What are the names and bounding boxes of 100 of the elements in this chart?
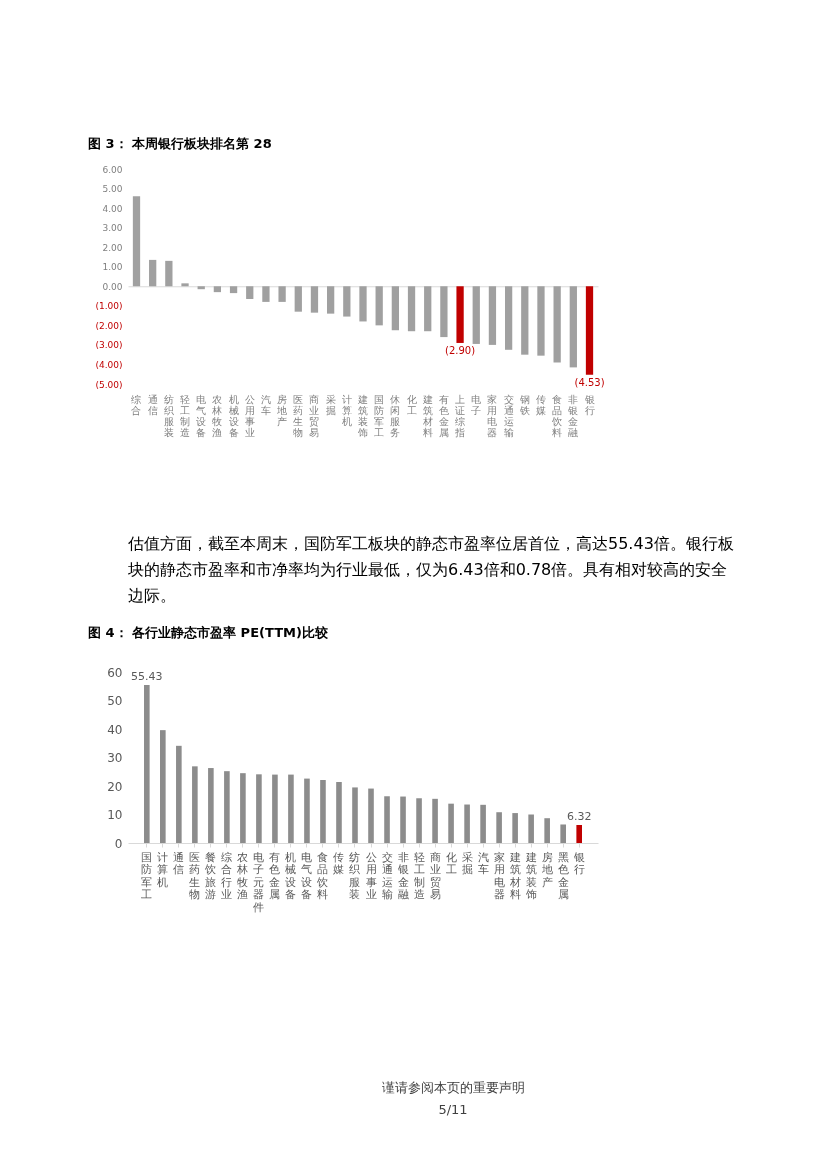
- bar: [416, 798, 422, 843]
- bar: [496, 812, 502, 843]
- bar: [521, 286, 529, 355]
- y-tick-label: 30: [107, 751, 123, 765]
- bar: [310, 286, 319, 313]
- chart-title: 图 4： 各行业静态市盈率 PE(TTM)比较: [88, 625, 329, 640]
- x-tick-label: 计算机: [157, 850, 169, 889]
- x-tick-label: 采掘: [325, 393, 336, 416]
- x-tick-label: 农林牧渔: [211, 393, 223, 438]
- y-tick-label: (2.00): [95, 320, 123, 331]
- x-tick-label: 房地产: [540, 850, 553, 889]
- bar: [544, 818, 550, 843]
- bar: [165, 260, 173, 287]
- y-tick-label: 0: [114, 836, 123, 851]
- x-tick-label: 家用电器: [487, 393, 498, 438]
- x-tick-label: 机械设备: [228, 393, 239, 438]
- x-tick-label: 计算机: [341, 393, 352, 427]
- bar: [448, 803, 454, 843]
- x-tick-label: 建筑材料: [421, 393, 433, 438]
- text: 估值方面，截至本周末，国防军工板块的静态市盈率位居首位，高达55.43倍。银行板块的静态市盈率和市净率均为行业最低，仅为6.43倍和0.78倍。具有相对较高的安全边际。: [127, 534, 734, 605]
- bar: [320, 780, 326, 843]
- y-tick-label: 2.00: [102, 242, 123, 253]
- bar: [440, 286, 448, 338]
- x-tick-label: 轻工制造: [180, 393, 191, 438]
- bar: [456, 286, 464, 343]
- data-label: 55.43: [131, 670, 163, 684]
- x-tick-label: 交通运输: [503, 393, 514, 438]
- x-tick-label: 商业贸易: [309, 393, 320, 438]
- bar: [256, 774, 262, 843]
- x-tick-label: 休闲服务: [390, 393, 401, 438]
- x-tick-label: 房地产: [276, 393, 288, 427]
- bar: [144, 685, 150, 843]
- bar: [368, 788, 374, 843]
- x-tick-label: 非银金融: [567, 393, 579, 438]
- x-tick-label: 国防军工: [141, 850, 153, 901]
- y-tick-label: 60: [107, 665, 123, 680]
- bar: [585, 286, 594, 375]
- bar: [278, 286, 286, 302]
- y-tick-label: 6.00: [102, 164, 123, 175]
- x-tick-label: 通信: [173, 850, 185, 876]
- x-tick-label: 国防军工: [374, 393, 385, 438]
- bar: [336, 782, 342, 843]
- bar: [576, 824, 582, 843]
- x-tick-label: 医药生物: [189, 850, 201, 901]
- x-tick-label: 电子: [471, 393, 482, 416]
- x-tick-label: 化工: [406, 393, 417, 416]
- bar: [432, 798, 438, 843]
- x-tick-label: 纺织服装: [163, 393, 174, 438]
- bar: [407, 286, 416, 332]
- x-tick-label: 汽车: [477, 850, 489, 876]
- data-label: (4.53): [574, 376, 605, 388]
- bar: [504, 286, 513, 350]
- x-tick-label: 化工: [445, 850, 457, 876]
- bar: [288, 774, 294, 843]
- bar: [472, 286, 480, 344]
- y-tick-label: 50: [107, 694, 123, 708]
- bar: [176, 745, 182, 843]
- x-tick-label: 纺织服装: [349, 850, 361, 901]
- data-label: (2.90): [445, 344, 476, 356]
- x-tick-label: 综合: [131, 393, 142, 416]
- bar: [528, 814, 534, 843]
- bar: [327, 286, 335, 314]
- y-tick-label: 40: [107, 722, 123, 737]
- bar: [208, 768, 214, 843]
- x-tick-label: 黑色金属: [557, 850, 569, 901]
- bar: [343, 286, 351, 317]
- x-tick-label: 通信: [147, 393, 158, 416]
- bar: [537, 286, 545, 356]
- x-tick-label: 机械设备: [285, 850, 297, 901]
- bar: [240, 773, 246, 843]
- x-tick-label: 有色金属: [438, 393, 449, 438]
- x-tick-label: 电气设备: [301, 850, 313, 901]
- x-tick-label: 建筑装饰: [357, 393, 368, 438]
- bar: [464, 804, 470, 843]
- x-tick-label: 建筑装饰: [524, 850, 537, 901]
- x-tick-label: 医药生物: [293, 393, 304, 438]
- y-tick-label: 0.00: [102, 281, 123, 292]
- bar: [569, 286, 577, 368]
- bar: [304, 778, 310, 843]
- x-tick-label: 餐饮旅游: [204, 850, 217, 901]
- x-tick-label: 有色金属: [269, 850, 281, 901]
- y-tick-label: (3.00): [95, 340, 123, 351]
- y-tick-label: 1.00: [102, 262, 123, 273]
- x-tick-label: 传媒: [535, 393, 546, 416]
- bar: [400, 796, 406, 843]
- bar: [262, 286, 270, 302]
- bar: [132, 196, 141, 287]
- x-tick-label: 公用事业: [365, 850, 377, 901]
- bar: [149, 259, 157, 287]
- y-tick-label: (4.00): [95, 359, 123, 370]
- y-tick-label: 20: [107, 779, 123, 794]
- x-tick-label: 建筑材料: [508, 850, 521, 901]
- bar: [294, 286, 302, 312]
- bar: [181, 283, 189, 287]
- y-tick-label: 3.00: [102, 223, 123, 234]
- bar: [553, 286, 561, 363]
- x-tick-label: 银行: [583, 393, 595, 416]
- y-tick-label: 10: [107, 808, 123, 822]
- bar: [488, 286, 497, 345]
- bar: [213, 286, 222, 293]
